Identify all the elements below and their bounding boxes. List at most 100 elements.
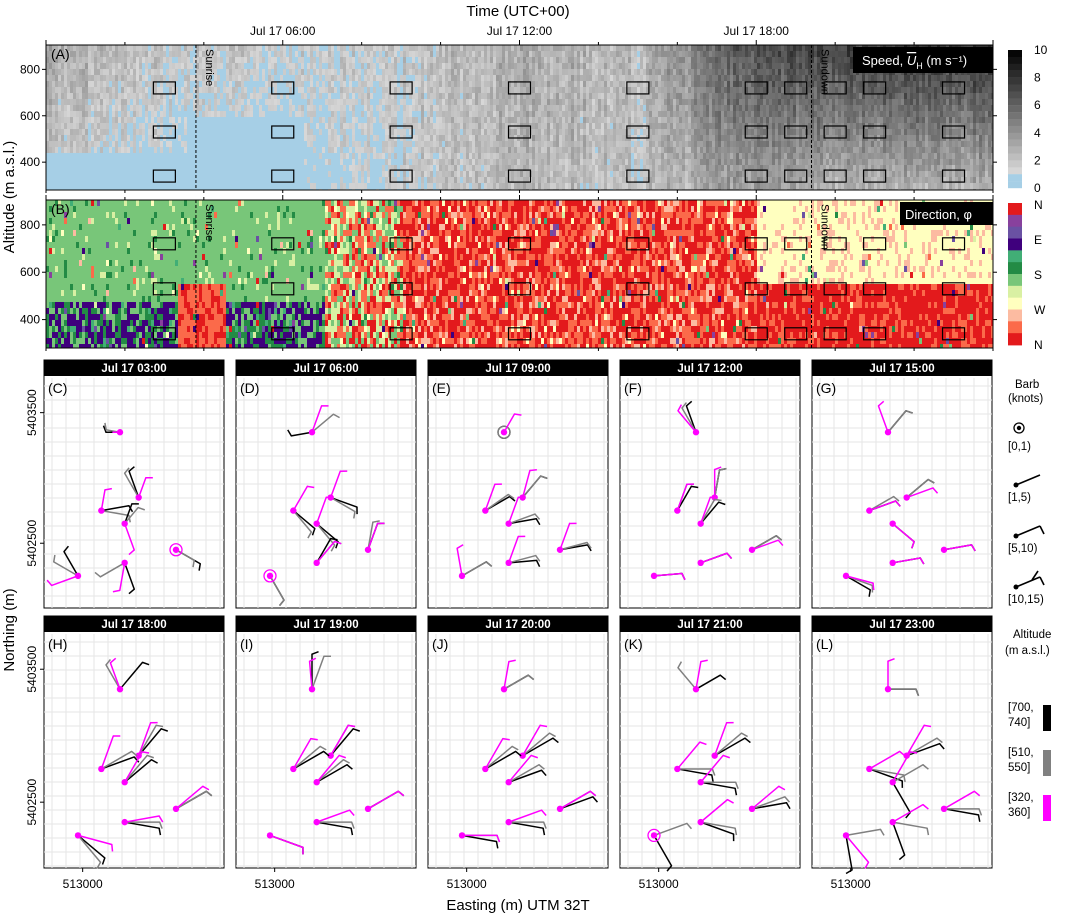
top-axis-title: Time (UTC+00) xyxy=(466,3,569,20)
calm-circle xyxy=(647,828,661,843)
barb-feather xyxy=(700,659,708,663)
barb-feather xyxy=(540,769,547,777)
barb-shaft xyxy=(695,674,721,690)
sample-box xyxy=(507,169,532,183)
barb-shaft xyxy=(77,834,102,863)
barb-shaft xyxy=(367,522,379,551)
sample-box xyxy=(389,125,413,139)
colorbar-step xyxy=(1008,274,1022,287)
sample-box xyxy=(271,169,295,183)
panel-a-title: Speed, UH (m s⁻¹) xyxy=(853,47,993,73)
barb-feather xyxy=(540,724,548,728)
sample-box xyxy=(941,125,966,139)
panel-label: (B) xyxy=(51,201,70,217)
barb-shaft xyxy=(845,828,882,837)
station-point xyxy=(458,572,466,580)
station-point xyxy=(674,765,681,773)
barb-shaft xyxy=(137,477,147,499)
barb-feather xyxy=(346,764,353,770)
altitude-class-label: 740] xyxy=(1008,717,1030,729)
station-point xyxy=(505,818,512,826)
barb-feather xyxy=(507,493,515,500)
barb-shaft xyxy=(507,559,538,564)
colorbar-step xyxy=(1008,125,1022,133)
barb-feather xyxy=(905,410,913,414)
barb-shaft xyxy=(521,475,542,499)
barb-shaft xyxy=(367,790,400,810)
colorbar-step xyxy=(1008,139,1022,147)
colorbar-step xyxy=(1008,297,1022,310)
station-point xyxy=(556,805,564,813)
barb-feather xyxy=(514,413,522,416)
barb-feather xyxy=(586,544,592,552)
barb-shaft xyxy=(53,561,79,577)
map-panel-c: Jul 17 03:00 (C) 5403500 5402500 xyxy=(25,359,225,609)
altitude-legend-units: (m a.s.l.) xyxy=(1005,645,1050,657)
panel-title: Jul 17 12:00 xyxy=(677,363,742,375)
barb-feather xyxy=(535,555,541,562)
barb-shaft xyxy=(109,662,121,690)
station-point xyxy=(889,818,896,826)
barb-feather xyxy=(535,560,541,568)
northing-axis-title: Northing (m) xyxy=(1,588,18,671)
barb-feather xyxy=(102,425,107,433)
barb-shaft xyxy=(503,660,510,690)
barb-shaft xyxy=(507,763,540,783)
station-point xyxy=(308,685,316,693)
barb-legend-class: [1,5) xyxy=(1008,492,1031,504)
barb-map-panels: Jul 17 03:00 (C) 5403500 5402500 Jul 17 06:0… xyxy=(25,359,993,891)
barb-feather xyxy=(691,485,699,489)
barb-shaft xyxy=(507,769,543,783)
barb-shaft xyxy=(559,796,594,810)
station-point xyxy=(121,559,128,567)
sample-box xyxy=(389,237,413,251)
barb-shaft xyxy=(315,754,340,783)
map-panel-j: Jul 17 20:00 (J) 513000 xyxy=(427,615,609,891)
colorbar-step xyxy=(1008,174,1022,182)
barb-shaft xyxy=(329,470,341,499)
barb-feather xyxy=(96,861,102,869)
sample-box xyxy=(823,327,847,341)
barb-shaft xyxy=(507,809,543,823)
colorbar-step xyxy=(1008,132,1022,140)
left-axis-title: Altitude (m a.s.l.) xyxy=(1,141,18,254)
station-point xyxy=(313,559,320,567)
sundown-label: Sundown xyxy=(818,49,830,95)
barb-feather xyxy=(535,518,541,526)
barb-shaft xyxy=(123,562,135,590)
barb-shaft xyxy=(868,750,901,770)
barb-feather xyxy=(538,764,545,770)
colorbar-step xyxy=(1008,112,1022,120)
barb-feather xyxy=(879,828,885,836)
barb-shaft xyxy=(461,561,487,577)
sample-box xyxy=(863,169,887,183)
station-point xyxy=(697,779,704,786)
altitude-swatch xyxy=(1043,750,1051,776)
colorbar-step xyxy=(1008,285,1022,299)
station-point xyxy=(482,765,489,773)
altitude-swatch xyxy=(1043,795,1051,821)
barb-shaft xyxy=(329,728,354,757)
station-point xyxy=(135,494,142,501)
panel-header xyxy=(236,360,416,376)
title-background xyxy=(900,202,993,225)
station-point xyxy=(884,685,892,693)
station-point xyxy=(74,572,82,580)
panel-title: Jul 17 20:00 xyxy=(485,619,550,631)
sample-box xyxy=(941,169,966,183)
station-point xyxy=(889,520,896,527)
barb-feather xyxy=(63,545,70,553)
sample-box xyxy=(271,282,295,296)
legend-feather xyxy=(1039,525,1045,535)
barb-feather xyxy=(287,429,292,437)
barb-shaft xyxy=(507,754,532,783)
barb-shaft xyxy=(308,660,313,690)
colorbar-tick-label: 4 xyxy=(1034,126,1041,140)
barb-shaft xyxy=(100,750,133,770)
sample-box xyxy=(389,81,413,95)
barb-shaft xyxy=(99,562,126,578)
barb-shaft xyxy=(315,537,332,564)
barb-shaft xyxy=(123,503,133,525)
colorbar-step xyxy=(1008,119,1022,127)
barb-shaft xyxy=(891,557,921,564)
